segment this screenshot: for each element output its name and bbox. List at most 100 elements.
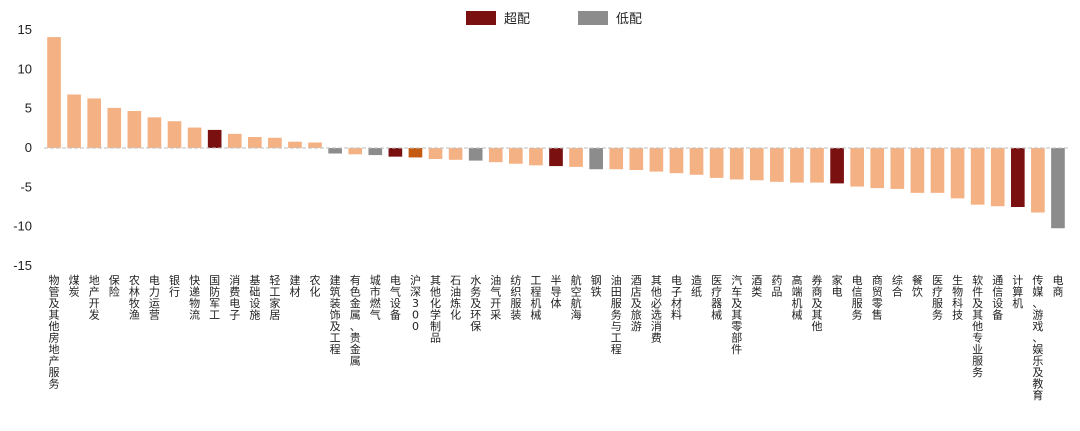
x-tick-label: 钢铁 [591,274,602,299]
x-tick-label: 家电 [832,273,843,299]
legend-swatch [578,11,608,25]
x-tick-label: 高端机械 [791,273,802,322]
bar [67,94,81,148]
bar [468,148,483,161]
bar [107,107,122,148]
x-tick-label: 沪深 3 0 0 [410,273,421,333]
bar [1051,148,1065,229]
bar [388,148,403,157]
y-tick-label: 5 [25,101,32,116]
legend-swatch [466,11,496,25]
chart-legend: 超配 低配 [466,11,642,27]
bar [549,148,563,167]
x-tick-label: 半导体 [551,273,562,310]
x-tick-label: 汽车及其零部件 [731,273,742,356]
bar [408,148,423,158]
x-tick-label: 医疗器械 [711,274,722,322]
legend-label: 超配 [504,12,530,27]
x-axis-labels: 物管及其他房地产服务煤炭地产开发保险农林牧渔电力运营银行快递物流国防军工消费电子… [49,273,1064,402]
bar [308,142,322,148]
bar [990,148,1005,207]
x-tick-label: 电商 [1052,274,1063,299]
x-tick-label: 航空航海 [571,273,582,322]
x-tick-label: 通信设备 [992,274,1003,322]
x-tick-label: 其他必选消费 [651,274,662,345]
x-tick-label: 建筑装饰及工程 [330,273,341,356]
bar [187,127,202,148]
bar [970,148,985,205]
x-tick-label: 电力运营 [149,274,160,322]
x-tick-label: 造纸 [691,273,702,299]
bar [569,148,583,167]
bar [770,148,784,182]
bar [629,148,644,171]
bar [749,148,764,181]
x-tick-label: 有色金属、贵金属 [350,273,361,368]
x-tick-label: 建材 [289,273,300,299]
bar [850,148,864,187]
x-tick-label: 快递物流 [189,274,200,322]
bar [890,148,905,189]
bar [689,148,704,175]
x-tick-label: 生物科技 [952,273,963,322]
x-tick-label: 酒类 [751,274,762,299]
bar [368,148,383,156]
y-tick-label: -5 [20,179,32,194]
y-tick-label: 0 [25,140,32,155]
x-tick-label: 商贸零售 [872,273,883,322]
x-tick-label: 消费电子 [229,273,240,322]
x-tick-label: 医疗服务 [932,274,943,322]
bar [509,148,523,164]
x-tick-label: 物管及其他房地产服务 [49,273,60,391]
x-tick-label: 油田服务与工程 [611,273,622,356]
x-tick-label: 城市燃气 [370,274,381,322]
x-tick-label: 券商及其他 [812,273,823,333]
x-tick-label: 煤炭 [69,274,80,299]
bar [669,148,684,174]
y-tick-label: -10 [13,219,32,234]
x-tick-label: 药品 [771,274,782,299]
x-tick-label: 石油炼化 [450,274,461,322]
bar [147,117,162,148]
x-tick-label: 餐饮 [912,273,923,299]
x-tick-label: 纺织服装 [510,273,521,322]
x-tick-label: 轻工家居 [269,273,280,322]
bar [709,148,724,178]
bar [1031,148,1045,213]
bar [47,37,61,148]
bar [248,136,262,148]
x-tick-label: 电气设备 [390,274,401,322]
x-tick-label: 计算机 [1012,274,1023,310]
x-tick-label: 酒店及旅游 [631,274,642,333]
x-tick-label: 农化 [310,273,321,299]
x-tick-label: 地产开发 [89,274,100,322]
y-axis: 15 10 5 0 -5 -10 -15 [13,22,32,273]
x-tick-label: 银行 [169,273,180,299]
y-tick-label: 15 [18,22,32,37]
x-tick-label: 软件及其他专业服务 [972,273,983,379]
x-tick-label: 保险 [109,273,120,299]
bar [529,148,543,166]
bar [910,148,925,193]
bar [348,148,363,155]
bar [87,98,102,148]
bar [729,148,744,180]
bar [167,121,182,148]
y-tick-label: 10 [18,61,32,76]
x-tick-label: 电信服务 [852,274,863,322]
bar [810,148,824,183]
bar [288,141,302,148]
bar [830,148,844,184]
bar [930,148,945,193]
bar [207,129,222,148]
bar [589,148,603,170]
x-tick-label: 农林牧渔 [129,273,140,322]
x-tick-label: 传媒、游戏、娱乐及教育 [1032,274,1043,402]
bar [428,148,443,160]
x-tick-label: 基础设施 [249,274,260,322]
bar [950,148,965,199]
x-tick-label: 电子材料 [671,274,682,322]
bar-series [47,37,1065,229]
